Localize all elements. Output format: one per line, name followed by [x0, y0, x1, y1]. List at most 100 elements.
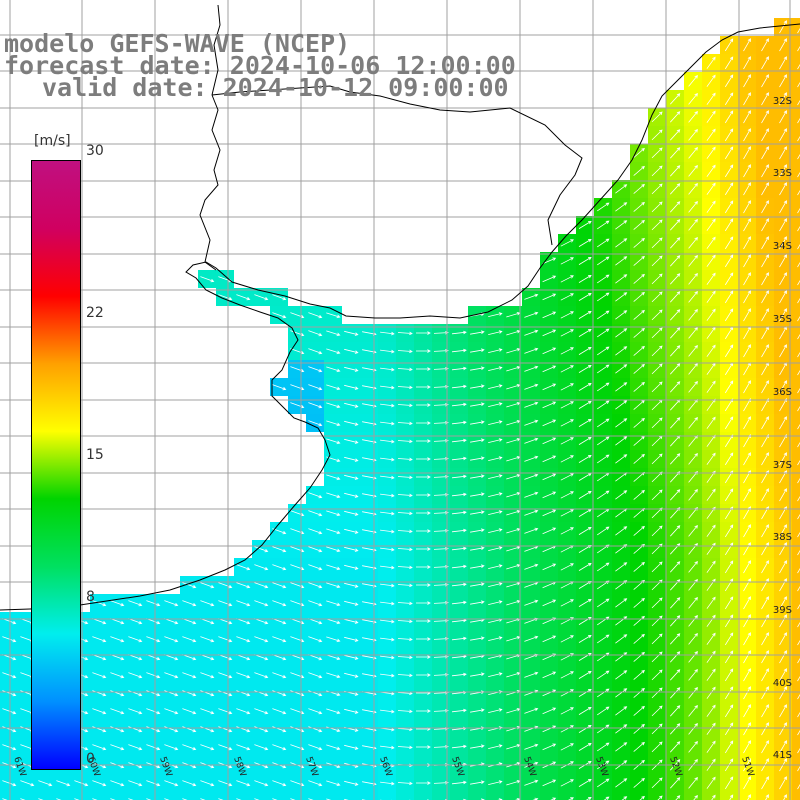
wind-arrow	[706, 56, 716, 69]
wind-arrow	[797, 81, 800, 88]
wind-arrow	[74, 798, 80, 800]
wind-arrow	[451, 420, 467, 425]
wind-arrow	[688, 452, 698, 465]
wind-arrow	[633, 417, 645, 428]
wind-arrow	[524, 329, 539, 336]
wind-arrow	[761, 218, 769, 232]
wind-arrow	[92, 672, 107, 679]
wind-arrow	[651, 201, 663, 213]
wind-arrow	[779, 182, 787, 196]
wind-arrow	[633, 237, 645, 248]
wind-arrow	[344, 402, 359, 408]
wind-arrow	[706, 488, 716, 501]
wind-arrow	[651, 273, 663, 285]
wind-arrow	[200, 726, 215, 733]
wind-arrow	[578, 490, 592, 499]
wind-arrow	[254, 744, 269, 751]
wind-arrow	[670, 111, 681, 123]
wind-arrow	[688, 344, 698, 357]
wind-arrow	[272, 708, 287, 715]
wind-speed-cell	[792, 90, 800, 108]
wind-arrow	[451, 456, 467, 461]
wind-arrow	[524, 491, 539, 498]
wind-arrow	[761, 182, 769, 196]
wind-arrow	[797, 117, 800, 124]
wind-arrow	[380, 709, 395, 714]
wind-arrow	[146, 798, 152, 800]
wind-arrow	[670, 255, 681, 267]
wind-arrow	[380, 385, 395, 390]
wind-arrow	[743, 146, 751, 160]
wind-arrow	[488, 708, 503, 713]
wind-speed-cell	[306, 792, 324, 800]
wind-arrow	[326, 672, 341, 679]
wind-arrow	[416, 403, 431, 407]
latitude-label: 36S	[773, 387, 792, 398]
wind-arrow	[761, 344, 769, 358]
wind-speed-cell	[540, 792, 558, 800]
wind-arrow	[688, 164, 698, 177]
wind-arrow	[254, 798, 260, 800]
wind-speed-cell	[792, 774, 800, 792]
wind-arrow	[779, 722, 787, 736]
wind-speed-cell	[216, 792, 234, 800]
wind-arrow	[380, 403, 395, 408]
wind-arrow	[542, 275, 557, 283]
wind-arrow	[236, 582, 251, 589]
wind-speed-cell	[792, 126, 800, 144]
wind-arrow	[615, 418, 628, 428]
wind-arrow	[416, 565, 431, 569]
wind-arrow	[416, 511, 431, 515]
wind-arrow	[578, 778, 592, 787]
wind-arrow	[470, 708, 485, 713]
wind-arrow	[761, 524, 769, 538]
wind-arrow	[218, 780, 233, 787]
wind-arrow	[578, 670, 592, 679]
wind-arrow	[92, 798, 98, 800]
wind-arrow	[651, 723, 663, 735]
wind-speed-cell	[792, 738, 800, 756]
wind-arrow	[524, 401, 539, 408]
wind-arrow	[397, 655, 413, 660]
wind-arrow	[416, 439, 431, 443]
wind-arrow	[743, 290, 751, 304]
wind-arrow	[797, 513, 800, 520]
wind-arrow	[470, 348, 485, 353]
wind-arrow	[451, 600, 467, 605]
wind-arrow	[326, 780, 341, 787]
wind-arrow	[724, 704, 734, 718]
wind-arrow	[797, 387, 800, 394]
wind-arrow	[470, 384, 485, 389]
wind-arrow	[761, 668, 769, 682]
wind-arrow	[596, 238, 610, 248]
wind-speed-cell	[792, 144, 800, 162]
wind-arrow	[470, 492, 485, 497]
wind-arrow	[633, 327, 645, 338]
wind-arrow	[542, 527, 557, 535]
wind-arrow	[380, 349, 395, 354]
wind-arrow	[308, 564, 323, 571]
wind-speed-cell	[792, 702, 800, 720]
wind-arrow	[380, 493, 395, 498]
wind-arrow	[182, 744, 197, 751]
wind-arrow	[596, 688, 610, 698]
wind-arrow	[670, 291, 681, 303]
wind-arrow	[524, 779, 539, 786]
wind-speed-field	[0, 18, 800, 800]
wind-arrow	[747, 794, 751, 800]
wind-arrow	[651, 237, 663, 249]
wind-arrow	[596, 220, 610, 230]
wind-arrow	[797, 315, 800, 322]
wind-arrow	[779, 452, 787, 466]
wind-speed-cell	[756, 792, 774, 800]
wind-arrow	[670, 471, 681, 483]
wind-arrow	[128, 672, 143, 679]
wind-arrow	[724, 272, 734, 286]
wind-arrow	[651, 597, 663, 609]
wind-arrow	[670, 93, 681, 105]
wind-arrow	[706, 380, 716, 393]
wind-arrow	[542, 383, 557, 391]
wind-arrow	[164, 726, 179, 733]
wind-arrow	[146, 600, 161, 607]
